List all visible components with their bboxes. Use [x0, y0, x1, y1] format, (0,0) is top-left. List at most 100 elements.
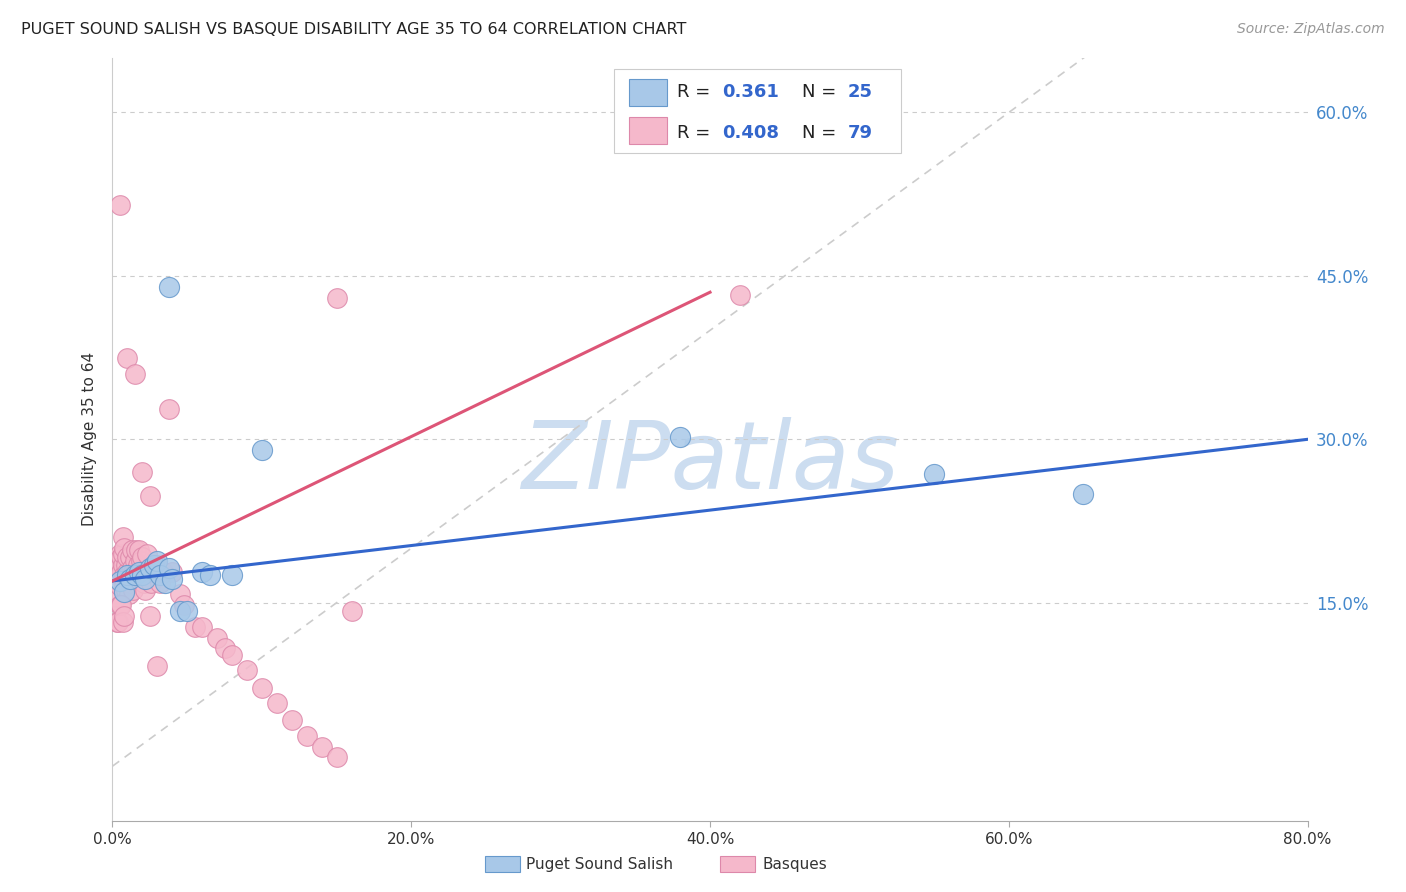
Point	[108, 568, 131, 582]
Point	[250, 443, 273, 458]
Point	[131, 465, 153, 479]
Text: 25: 25	[848, 83, 873, 101]
Point	[117, 572, 139, 586]
Point	[115, 582, 138, 597]
Point	[120, 566, 142, 580]
Text: Basques: Basques	[762, 857, 827, 871]
Point	[127, 558, 149, 572]
Point	[110, 549, 132, 564]
Text: N =: N =	[801, 124, 842, 143]
Point	[108, 574, 131, 588]
Point	[114, 585, 135, 599]
Point	[129, 554, 152, 568]
Point	[922, 467, 945, 482]
Point	[124, 554, 146, 568]
Point	[141, 576, 163, 591]
Point	[128, 566, 150, 580]
FancyBboxPatch shape	[614, 70, 901, 153]
Point	[117, 568, 139, 582]
Point	[131, 568, 153, 582]
Text: R =: R =	[676, 83, 716, 101]
Point	[311, 739, 333, 754]
Point	[669, 430, 692, 444]
FancyBboxPatch shape	[628, 78, 666, 106]
Point	[111, 558, 134, 572]
Point	[114, 541, 135, 556]
Point	[139, 489, 162, 503]
Point	[131, 568, 153, 582]
FancyBboxPatch shape	[628, 117, 666, 145]
Point	[191, 566, 214, 580]
Point	[108, 547, 131, 561]
Point	[1073, 487, 1095, 501]
Y-axis label: Disability Age 35 to 64: Disability Age 35 to 64	[82, 352, 97, 526]
Point	[162, 572, 183, 586]
Point	[214, 641, 236, 656]
Point	[128, 543, 150, 558]
Point	[162, 566, 183, 580]
Point	[143, 558, 166, 572]
Text: 0.361: 0.361	[723, 83, 779, 101]
Point	[108, 198, 131, 212]
Point	[176, 604, 198, 618]
Point	[169, 587, 191, 601]
Point	[157, 280, 180, 294]
Point	[157, 401, 180, 416]
Point	[134, 572, 156, 586]
Point	[131, 549, 153, 564]
Point	[325, 291, 347, 305]
Point	[198, 568, 221, 582]
Point	[143, 566, 166, 580]
Point	[221, 568, 243, 582]
Point	[191, 620, 214, 634]
Point	[134, 582, 156, 597]
Point	[153, 576, 176, 591]
Point	[149, 576, 172, 591]
Point	[169, 604, 191, 618]
Point	[139, 608, 162, 623]
Point	[118, 568, 141, 582]
Point	[295, 729, 318, 743]
Point	[146, 659, 169, 673]
Point	[139, 561, 162, 575]
Point	[135, 547, 157, 561]
Point	[120, 572, 142, 586]
Text: R =: R =	[676, 124, 716, 143]
Text: 0.408: 0.408	[723, 124, 779, 143]
Point	[124, 568, 146, 582]
Point	[124, 566, 146, 580]
Text: PUGET SOUND SALISH VS BASQUE DISABILITY AGE 35 TO 64 CORRELATION CHART: PUGET SOUND SALISH VS BASQUE DISABILITY …	[21, 22, 686, 37]
Point	[157, 561, 180, 575]
Point	[120, 576, 142, 591]
Point	[152, 566, 174, 580]
Point	[117, 351, 139, 365]
Point	[121, 561, 143, 575]
Point	[325, 750, 347, 764]
Text: 79: 79	[848, 124, 873, 143]
Point	[125, 568, 148, 582]
Point	[236, 663, 259, 677]
Point	[281, 714, 304, 728]
Point	[105, 591, 128, 605]
Point	[110, 566, 132, 580]
Point	[173, 598, 195, 612]
Point	[111, 530, 134, 544]
Point	[110, 598, 132, 612]
Point	[122, 582, 145, 597]
Text: ZIPatlas: ZIPatlas	[522, 417, 898, 508]
Point	[111, 615, 134, 630]
Point	[114, 608, 135, 623]
Point	[128, 566, 150, 580]
Point	[183, 620, 205, 634]
Point	[221, 648, 243, 662]
Point	[117, 566, 139, 580]
Point	[105, 615, 128, 630]
Point	[124, 367, 146, 381]
Point	[118, 587, 141, 601]
Point	[146, 554, 169, 568]
Text: N =: N =	[801, 83, 842, 101]
Point	[115, 558, 138, 572]
Point	[146, 558, 169, 572]
Point	[205, 631, 228, 645]
Point	[122, 566, 145, 580]
